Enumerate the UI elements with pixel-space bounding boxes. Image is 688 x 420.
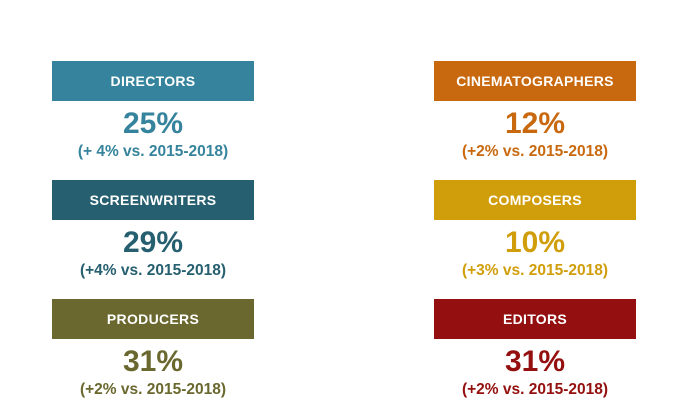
role-header-directors: DIRECTORS [52, 61, 254, 101]
percentage-value-cinematographers: 12% [504, 107, 566, 140]
stat-block-producers: PRODUCERS 31% (+2% vs. 2015-2018) [52, 299, 254, 400]
right-column: CINEMATOGRAPHERS 12% (+2% vs. 2015-2018)… [434, 61, 636, 418]
stat-block-directors: DIRECTORS 25% (+ 4% vs. 2015-2018) [52, 61, 254, 162]
role-header-editors: EDITORS [434, 299, 636, 339]
delta-note-screenwriters: (+4% vs. 2015-2018) [79, 262, 227, 279]
role-header-screenwriters: SCREENWRITERS [52, 180, 254, 220]
percentage-value-screenwriters: 29% [122, 226, 184, 259]
delta-note-directors: (+ 4% vs. 2015-2018) [77, 143, 229, 160]
role-header-cinematographers: CINEMATOGRAPHERS [434, 61, 636, 101]
stat-block-screenwriters: SCREENWRITERS 29% (+4% vs. 2015-2018) [52, 180, 254, 281]
delta-note-editors: (+2% vs. 2015-2018) [461, 381, 609, 398]
stat-block-composers: COMPOSERS 10% (+3% vs. 2015-2018) [434, 180, 636, 281]
role-header-producers: PRODUCERS [52, 299, 254, 339]
role-header-composers: COMPOSERS [434, 180, 636, 220]
left-column: DIRECTORS 25% (+ 4% vs. 2015-2018) SCREE… [52, 61, 254, 418]
delta-note-cinematographers: (+2% vs. 2015-2018) [461, 143, 609, 160]
delta-note-producers: (+2% vs. 2015-2018) [79, 381, 227, 398]
percentage-value-directors: 25% [122, 107, 184, 140]
stat-block-editors: EDITORS 31% (+2% vs. 2015-2018) [434, 299, 636, 400]
percentage-value-composers: 10% [504, 226, 566, 259]
percentage-value-producers: 31% [122, 345, 184, 378]
delta-note-composers: (+3% vs. 2015-2018) [461, 262, 609, 279]
percentage-value-editors: 31% [504, 345, 566, 378]
stat-block-cinematographers: CINEMATOGRAPHERS 12% (+2% vs. 2015-2018) [434, 61, 636, 162]
